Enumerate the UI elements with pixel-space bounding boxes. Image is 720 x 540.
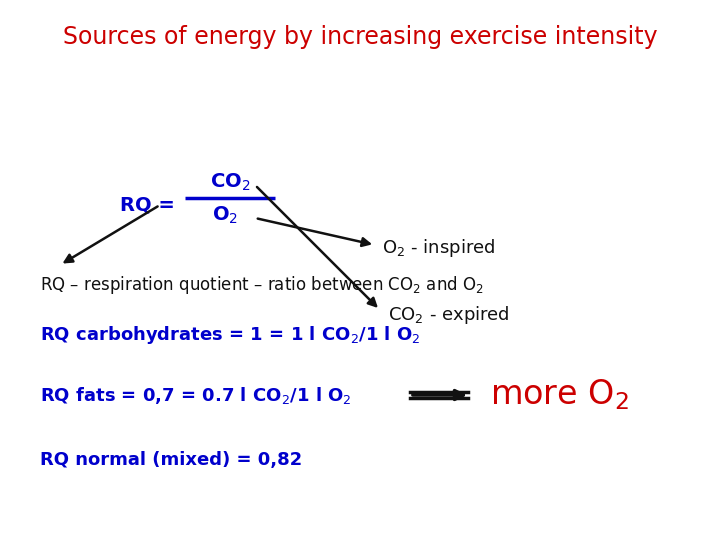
Text: CO$_2$ - expired: CO$_2$ - expired (388, 304, 510, 326)
Text: RQ carbohydrates = 1 = 1 l CO$_2$/1 l O$_2$: RQ carbohydrates = 1 = 1 l CO$_2$/1 l O$… (40, 324, 420, 346)
Text: RQ =: RQ = (120, 195, 175, 214)
Text: RQ – respiration quotient – ratio between CO$_2$ and O$_2$: RQ – respiration quotient – ratio betwee… (40, 274, 484, 296)
Text: more O$_2$: more O$_2$ (490, 377, 629, 413)
Text: O$_2$: O$_2$ (212, 204, 238, 226)
Text: Sources of energy by increasing exercise intensity: Sources of energy by increasing exercise… (63, 25, 657, 49)
Text: O$_2$ - inspired: O$_2$ - inspired (382, 237, 495, 259)
Text: RQ normal (mixed) = 0,82: RQ normal (mixed) = 0,82 (40, 451, 302, 469)
Text: CO$_2$: CO$_2$ (210, 171, 250, 193)
Text: RQ fats = 0,7 = 0.7 l CO$_2$/1 l O$_2$: RQ fats = 0,7 = 0.7 l CO$_2$/1 l O$_2$ (40, 384, 351, 406)
